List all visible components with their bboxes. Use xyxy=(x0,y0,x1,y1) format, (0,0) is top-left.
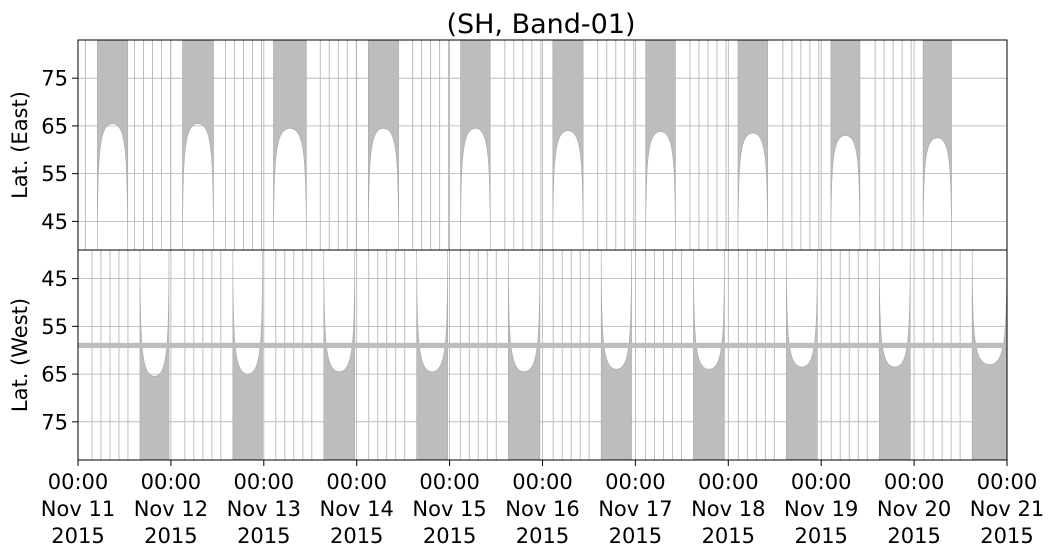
east-coverage-lobe xyxy=(922,40,952,250)
west-constant-band xyxy=(78,342,1007,349)
x-tick-label: 2015 xyxy=(144,524,197,548)
x-tick-label: 00:00 xyxy=(512,470,573,494)
x-axis: 00:00 Nov 11 2015 00:00 Nov 12 2015 00:00 Nov 1… xyxy=(41,460,1044,548)
west-y-tick-label: 65 xyxy=(41,363,68,387)
x-tick-label: Nov 17 xyxy=(598,497,672,521)
x-tick-label: 00:00 xyxy=(419,470,480,494)
x-tick-label: 2015 xyxy=(980,524,1033,548)
west-coverage-lobe xyxy=(416,250,448,460)
east-coverage-lobe xyxy=(737,40,768,250)
east-y-axis-label: Lat. (East) xyxy=(8,91,32,199)
west-coverage-lobe xyxy=(600,250,632,460)
west-coverage-lobe xyxy=(693,250,725,460)
x-tick-label: 00:00 xyxy=(234,470,295,494)
x-tick-label: 2015 xyxy=(423,524,476,548)
x-tick-label: 00:00 xyxy=(141,470,202,494)
x-tick-label: Nov 13 xyxy=(227,497,301,521)
west-coverage-lobe xyxy=(508,250,541,460)
chart-title: (SH, Band-01) xyxy=(446,9,635,40)
west-y-tick-label: 55 xyxy=(41,315,68,339)
east-y-tick-label: 45 xyxy=(41,210,68,234)
east-panel: 45 55 65 75 Lat. (East) xyxy=(8,40,1008,250)
x-tick-label: 2015 xyxy=(237,524,290,548)
x-tick-label: 00:00 xyxy=(791,470,852,494)
east-coverage-lobe xyxy=(552,40,584,250)
x-tick-label: 2015 xyxy=(702,524,755,548)
west-coverage-data xyxy=(78,250,1007,460)
x-tick-label: 2015 xyxy=(794,524,847,548)
west-panel: 45 55 65 75 Lat. (West) xyxy=(8,250,1008,460)
west-y-axis: 45 55 65 75 xyxy=(41,267,78,434)
west-y-axis-label: Lat. (West) xyxy=(8,298,32,412)
x-tick-label: Nov 20 xyxy=(877,497,951,521)
east-coverage-data xyxy=(84,40,952,250)
east-coverage-lobe xyxy=(368,40,399,250)
x-tick-label: 00:00 xyxy=(605,470,666,494)
east-coverage-lobe xyxy=(97,40,128,250)
east-y-tick-label: 65 xyxy=(41,114,68,138)
west-y-tick-label: 75 xyxy=(41,410,68,434)
x-tick-label: 00:00 xyxy=(698,470,759,494)
x-tick-label: Nov 15 xyxy=(412,497,486,521)
east-coverage-lobe xyxy=(273,40,307,250)
x-tick-label: Nov 11 xyxy=(41,497,115,521)
west-coverage-lobe xyxy=(323,250,356,460)
x-tick-label: 2015 xyxy=(609,524,662,548)
west-coverage-lobe xyxy=(878,250,911,460)
x-tick-label: 00:00 xyxy=(977,470,1038,494)
east-coverage-lobe xyxy=(182,40,214,250)
x-tick-label: 00:00 xyxy=(326,470,387,494)
x-tick-label: Nov 19 xyxy=(784,497,858,521)
east-y-tick-label: 55 xyxy=(41,162,68,186)
x-tick-label: 2015 xyxy=(516,524,569,548)
east-coverage-lobe xyxy=(645,40,676,250)
west-y-tick-label: 45 xyxy=(41,267,68,291)
east-coverage-lobe xyxy=(830,40,861,250)
x-tick-label: Nov 12 xyxy=(134,497,208,521)
x-tick-label: 2015 xyxy=(51,524,104,548)
x-tick-label: Nov 21 xyxy=(970,497,1044,521)
west-coverage-lobe xyxy=(786,250,818,460)
x-tick-label: 2015 xyxy=(330,524,383,548)
west-coverage-lobe xyxy=(232,250,263,460)
x-tick-label: Nov 18 xyxy=(691,497,765,521)
x-tick-label: 00:00 xyxy=(884,470,945,494)
east-coverage-lobe xyxy=(460,40,491,250)
west-coverage-lobe xyxy=(139,250,170,460)
x-tick-label: Nov 16 xyxy=(505,497,579,521)
x-tick-label: 2015 xyxy=(887,524,940,548)
east-y-tick-label: 75 xyxy=(41,67,68,91)
x-tick-label: Nov 14 xyxy=(320,497,394,521)
x-tick-label: 00:00 xyxy=(48,470,109,494)
east-y-axis: 45 55 65 75 xyxy=(41,67,78,234)
